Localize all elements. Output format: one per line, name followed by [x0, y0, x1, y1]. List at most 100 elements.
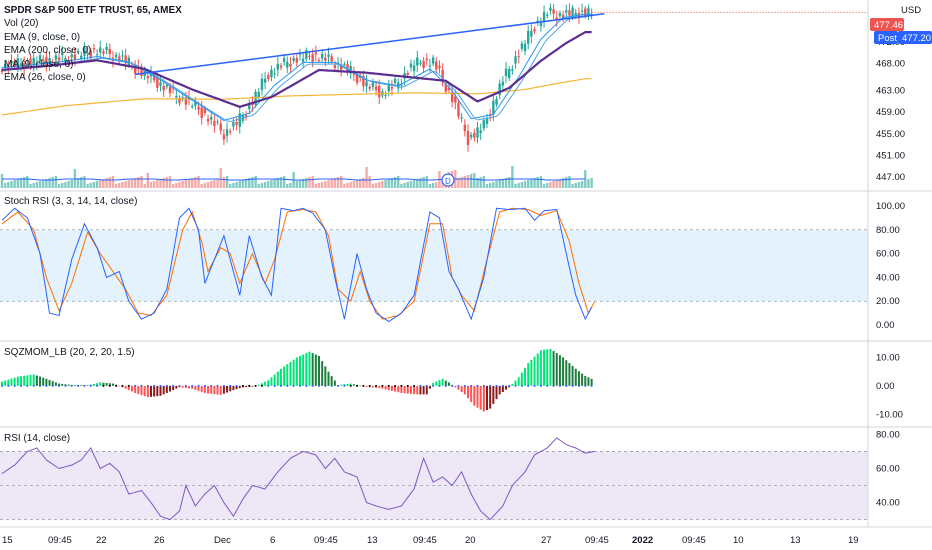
volume-bar [286, 184, 289, 188]
momentum-bar [444, 380, 447, 386]
volume-bar [330, 179, 333, 188]
squeeze-dot [546, 384, 549, 387]
volume-bar [171, 184, 175, 188]
price-axis[interactable]: USD 472.00468.00463.00459.00455.00451.00… [870, 5, 932, 509]
momentum-bar [197, 385, 200, 391]
volume-bar [387, 179, 390, 188]
momentum-bar [42, 377, 45, 386]
squeeze-dot [127, 384, 130, 387]
volume-bar [441, 180, 444, 188]
candle-body [225, 129, 229, 136]
candle-body [298, 54, 302, 56]
squeeze-dot [527, 384, 530, 387]
candle-body [232, 121, 235, 127]
time-tick-label: 22 [96, 535, 107, 546]
squeeze-dot [539, 384, 542, 387]
price-tick-label: 468.00 [876, 59, 905, 70]
momentum-bar [324, 366, 327, 386]
squeeze-dot [571, 384, 574, 387]
momentum-bar [298, 355, 301, 386]
momentum-bar [403, 385, 406, 394]
time-tick-label: 09:45 [585, 535, 609, 546]
squeeze-dot [203, 384, 206, 387]
candle-body [362, 75, 365, 87]
momentum-bar [533, 356, 536, 386]
volume-bar [32, 183, 35, 188]
squeeze-dot [337, 384, 340, 387]
time-tick-label: 2022 [632, 535, 653, 546]
stoch-title[interactable]: Stoch RSI (3, 3, 14, 14, close) [4, 196, 137, 207]
candle-body [546, 14, 549, 16]
volume-bar [501, 179, 505, 188]
squeeze-dot [241, 384, 244, 387]
volume-bar [336, 177, 340, 188]
momentum-bar [219, 385, 222, 395]
volume-bar [175, 183, 178, 188]
momentum-bar [384, 385, 387, 390]
study-label-ema200[interactable]: EMA (200, close, 0) [4, 45, 91, 56]
squeeze-dot [273, 384, 276, 387]
momentum-bar [587, 377, 590, 386]
momentum-bar [169, 385, 172, 392]
squeeze-dot [406, 384, 409, 387]
squeeze-dot [432, 384, 435, 387]
volume-bar [254, 176, 257, 188]
momentum-bar [156, 385, 159, 397]
study-label-ema9[interactable]: EMA (9, close, 0) [4, 32, 80, 43]
study-label-ema26[interactable]: EMA (26, close, 0) [4, 72, 86, 83]
volume-bar [248, 178, 251, 188]
volume-bar [118, 183, 121, 188]
price-tick-label: 463.00 [876, 86, 905, 97]
volume-bar [219, 168, 222, 188]
momentum-bar [409, 385, 412, 394]
trend-line[interactable] [135, 12, 605, 76]
candle-body [327, 54, 330, 57]
momentum-bar [558, 355, 561, 386]
volume-bar [333, 178, 337, 188]
volume-bar [523, 181, 527, 188]
study-label-vol[interactable]: Vol (20) [4, 18, 38, 29]
volume-bar [463, 176, 467, 188]
volume-bar [546, 183, 549, 188]
time-tick-label: 20 [465, 535, 476, 546]
volume-bar [130, 179, 134, 188]
sqz-title[interactable]: SQZMOM_LB (20, 2, 20, 1.5) [4, 347, 135, 358]
time-axis[interactable]: 15 09:45 22 26 Dec 6 09:45 13 09:45 20 27 09:45 2022… [2, 535, 859, 546]
rsi-title[interactable]: RSI (14, close) [4, 433, 70, 444]
volume-bar [178, 182, 181, 188]
momentum-bar [226, 385, 229, 393]
candle-body [412, 65, 416, 72]
momentum-bar [321, 361, 324, 386]
squeeze-momentum-pane[interactable] [1, 348, 593, 412]
symbol-title[interactable]: SPDR S&P 500 ETF TRUST, 65, AMEX [4, 5, 182, 16]
volume-bar [362, 178, 365, 188]
candle-body [282, 58, 286, 62]
momentum-bar [371, 385, 374, 388]
momentum-bar [365, 385, 368, 387]
volume-bar [181, 181, 184, 188]
volume-bar [514, 184, 517, 188]
volume-bar [270, 180, 273, 188]
time-tick-label: 27 [541, 535, 552, 546]
study-label-ma9[interactable]: MA (9, close, 0) [4, 59, 73, 70]
volume-bar [127, 180, 130, 188]
time-tick-label: 10 [733, 535, 744, 546]
candle-body [54, 55, 58, 60]
momentum-bar [26, 375, 29, 386]
squeeze-dot [26, 384, 29, 387]
squeeze-dot [7, 384, 10, 387]
main-price-pane[interactable] [0, 3, 868, 188]
stoch-k-line [1, 207, 593, 323]
main-legend[interactable]: SPDR S&P 500 ETF TRUST, 65, AMEX Vol (20… [4, 5, 182, 83]
stoch-rsi-pane[interactable] [0, 207, 868, 323]
squeeze-dot [254, 384, 257, 387]
volume-bar [7, 182, 10, 188]
candle-body [555, 17, 558, 20]
dividend-marker[interactable]: D [441, 173, 455, 187]
squeeze-dot [267, 384, 270, 387]
volume-bar [3, 183, 7, 188]
momentum-bar [194, 385, 197, 390]
rsi-pane[interactable] [0, 437, 868, 521]
volume-bar [95, 181, 99, 188]
volume-bar [244, 179, 248, 188]
